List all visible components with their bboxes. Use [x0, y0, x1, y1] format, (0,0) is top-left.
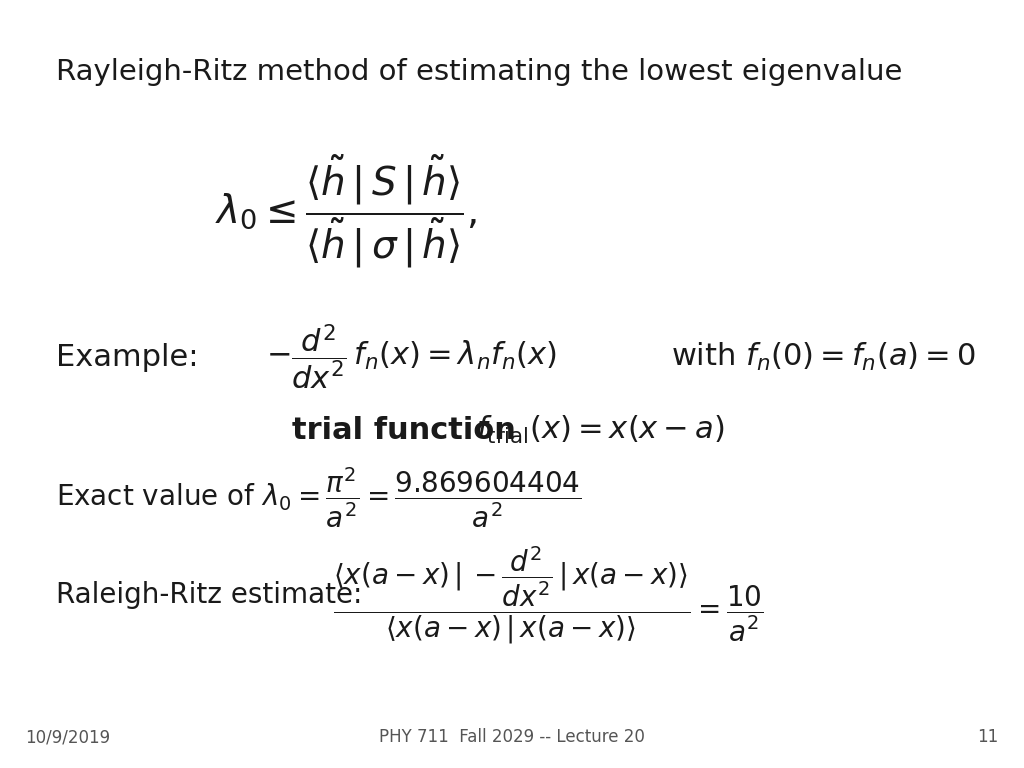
- Text: $-\dfrac{d^2}{dx^2}\,f_n(x) = \lambda_n f_n(x)$: $-\dfrac{d^2}{dx^2}\,f_n(x) = \lambda_n …: [266, 323, 557, 392]
- Text: Exact value of $\lambda_0 = \dfrac{\pi^2}{a^2} = \dfrac{9.869604404}{a^2}$: Exact value of $\lambda_0 = \dfrac{\pi^2…: [56, 465, 582, 530]
- Text: $\lambda_0 \leq \dfrac{\langle \tilde{h}\,|\,S\,|\,\tilde{h}\rangle}{\langle \ti: $\lambda_0 \leq \dfrac{\langle \tilde{h}…: [215, 153, 477, 270]
- Text: $\dfrac{\langle x(a-x)\,|\,-\dfrac{d^2}{dx^2}\,|\,x(a-x)\rangle}{\langle x(a-x)\: $\dfrac{\langle x(a-x)\,|\,-\dfrac{d^2}{…: [333, 545, 763, 646]
- Text: with $f_n(0) = f_n(a) = 0$: with $f_n(0) = f_n(a) = 0$: [671, 341, 975, 373]
- Text: $f_{\mathrm{trial}}(x) = x(x-a)$: $f_{\mathrm{trial}}(x) = x(x-a)$: [476, 414, 725, 446]
- Text: Raleigh-Ritz estimate:: Raleigh-Ritz estimate:: [56, 581, 362, 609]
- Text: Example:: Example:: [56, 343, 199, 372]
- Text: Rayleigh-Ritz method of estimating the lowest eigenvalue: Rayleigh-Ritz method of estimating the l…: [56, 58, 903, 85]
- Text: 11: 11: [977, 729, 998, 746]
- Text: trial function: trial function: [292, 415, 516, 445]
- Text: PHY 711  Fall 2029 -- Lecture 20: PHY 711 Fall 2029 -- Lecture 20: [379, 729, 645, 746]
- Text: 10/9/2019: 10/9/2019: [26, 729, 111, 746]
